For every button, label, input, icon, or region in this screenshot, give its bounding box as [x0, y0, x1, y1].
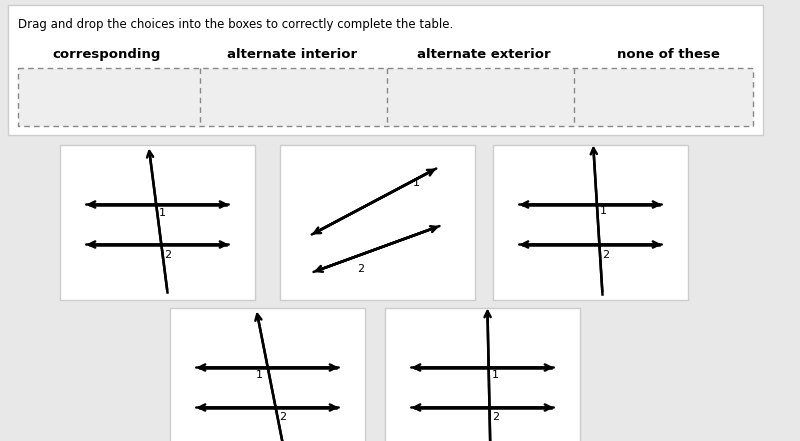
Bar [18, 68, 753, 126]
FancyBboxPatch shape [60, 145, 255, 300]
Text: 1: 1 [413, 179, 419, 188]
FancyBboxPatch shape [493, 145, 688, 300]
Text: alternate interior: alternate interior [227, 48, 357, 61]
FancyBboxPatch shape [280, 145, 475, 300]
Text: 2: 2 [358, 265, 365, 274]
Text: corresponding: corresponding [53, 48, 161, 61]
Text: none of these: none of these [617, 48, 719, 61]
Text: alternate exterior: alternate exterior [417, 48, 551, 61]
Text: 2: 2 [164, 250, 171, 259]
Text: 2: 2 [278, 411, 286, 422]
Text: 1: 1 [256, 370, 262, 381]
Text: 1: 1 [600, 206, 607, 217]
FancyBboxPatch shape [170, 308, 365, 441]
Text: 2: 2 [493, 412, 499, 422]
FancyBboxPatch shape [8, 5, 763, 135]
Text: 1: 1 [492, 370, 498, 380]
FancyBboxPatch shape [385, 308, 580, 441]
Text: 1: 1 [159, 208, 166, 217]
Text: Drag and drop the choices into the boxes to correctly complete the table.: Drag and drop the choices into the boxes… [18, 18, 454, 31]
Text: 2: 2 [602, 250, 610, 259]
